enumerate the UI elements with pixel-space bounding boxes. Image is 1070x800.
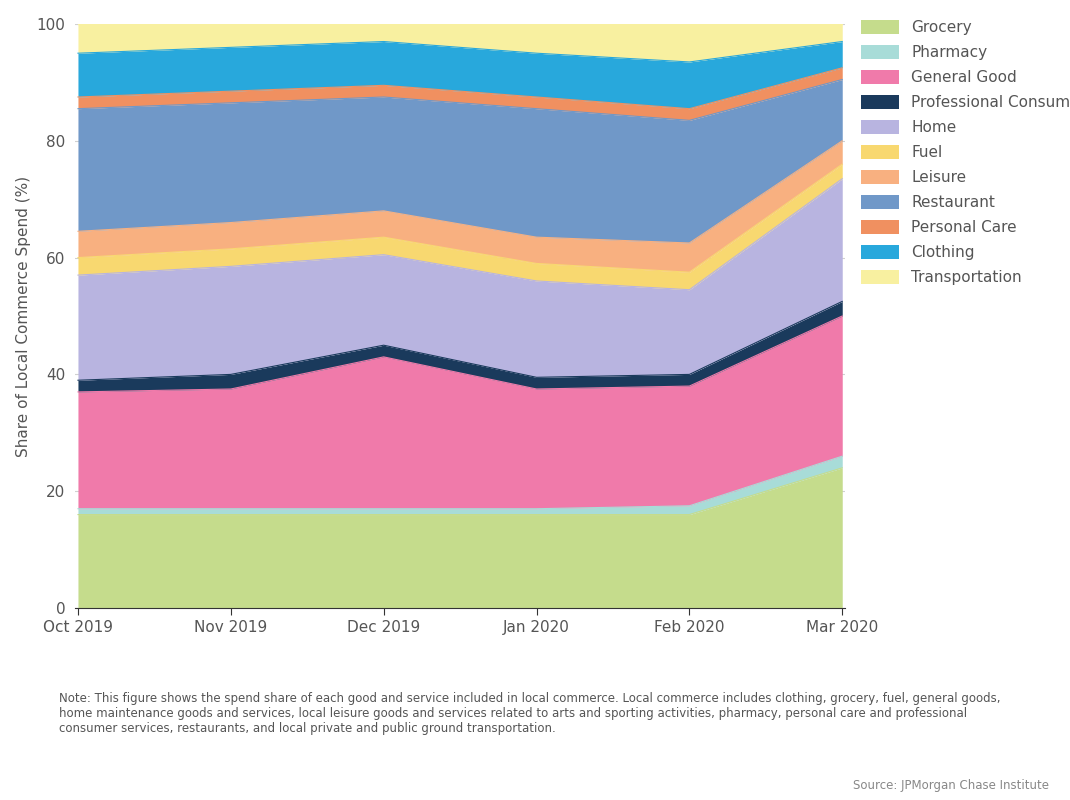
Legend: Grocery, Pharmacy, General Good, Professional Consumer, Home, Fuel, Leisure, Res: Grocery, Pharmacy, General Good, Profess…	[860, 20, 1070, 285]
Y-axis label: Share of Local Commerce Spend (%): Share of Local Commerce Spend (%)	[16, 175, 31, 457]
Text: Source: JPMorgan Chase Institute: Source: JPMorgan Chase Institute	[853, 779, 1049, 792]
Text: Note: This figure shows the spend share of each good and service included in loc: Note: This figure shows the spend share …	[59, 692, 1000, 735]
